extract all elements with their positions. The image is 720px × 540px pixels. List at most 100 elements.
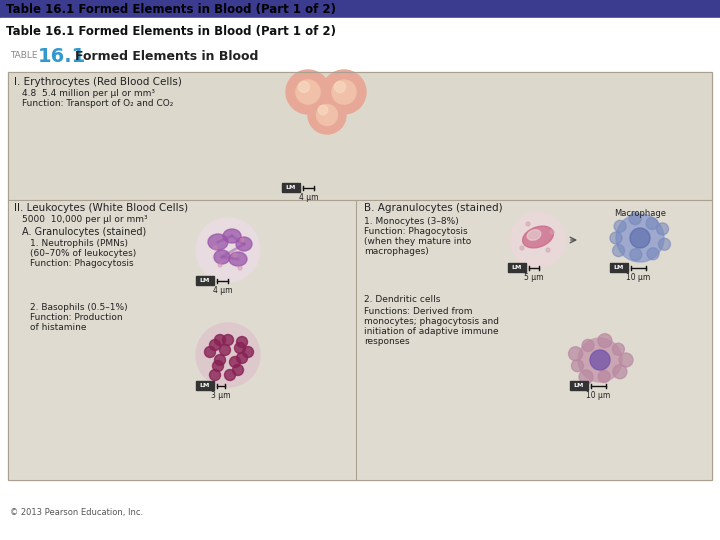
Circle shape xyxy=(322,70,366,114)
Circle shape xyxy=(646,218,658,230)
Circle shape xyxy=(204,347,215,357)
Circle shape xyxy=(220,345,230,355)
Ellipse shape xyxy=(229,252,247,266)
Text: 5 µm: 5 µm xyxy=(524,273,544,282)
Text: LM: LM xyxy=(614,265,624,270)
Text: responses: responses xyxy=(364,338,410,347)
Text: 4 µm: 4 µm xyxy=(299,193,318,202)
Circle shape xyxy=(196,218,260,282)
Text: I. Erythrocytes (Red Blood Cells): I. Erythrocytes (Red Blood Cells) xyxy=(14,77,182,87)
Circle shape xyxy=(598,370,610,382)
Circle shape xyxy=(657,223,668,235)
Circle shape xyxy=(619,353,633,367)
Circle shape xyxy=(286,70,330,114)
Circle shape xyxy=(582,340,594,352)
Bar xyxy=(8,72,712,480)
Circle shape xyxy=(658,238,670,250)
Text: 4 µm: 4 µm xyxy=(212,286,233,295)
Text: Functions: Derived from: Functions: Derived from xyxy=(364,307,472,316)
Circle shape xyxy=(225,369,235,381)
Circle shape xyxy=(526,222,530,226)
Text: 2. Dendritic cells: 2. Dendritic cells xyxy=(364,295,441,305)
Text: LM: LM xyxy=(512,265,522,270)
Circle shape xyxy=(218,263,222,267)
Circle shape xyxy=(546,248,550,252)
Circle shape xyxy=(215,354,225,366)
Circle shape xyxy=(520,246,524,250)
Circle shape xyxy=(233,253,237,257)
Circle shape xyxy=(616,214,664,262)
Circle shape xyxy=(613,364,627,379)
Text: LM: LM xyxy=(286,185,296,190)
Circle shape xyxy=(629,213,641,225)
Bar xyxy=(282,183,300,192)
Bar xyxy=(0,18,720,43)
Ellipse shape xyxy=(208,234,228,250)
Text: B. Agranulocytes (stained): B. Agranulocytes (stained) xyxy=(364,203,503,213)
Bar xyxy=(8,72,712,200)
Circle shape xyxy=(572,360,583,372)
Circle shape xyxy=(210,369,220,381)
Bar xyxy=(196,381,214,390)
Circle shape xyxy=(240,238,244,242)
Text: 2. Basophils (0.5–1%): 2. Basophils (0.5–1%) xyxy=(30,303,127,313)
Circle shape xyxy=(590,350,610,370)
Text: 10 µm: 10 µm xyxy=(626,273,651,282)
Circle shape xyxy=(578,338,622,382)
Text: Function: Production: Function: Production xyxy=(30,314,122,322)
Circle shape xyxy=(550,230,554,234)
Circle shape xyxy=(579,370,593,384)
Circle shape xyxy=(236,336,248,348)
Text: 3 µm: 3 µm xyxy=(211,391,230,400)
Circle shape xyxy=(212,361,223,372)
Text: II. Leukocytes (White Blood Cells): II. Leukocytes (White Blood Cells) xyxy=(14,203,188,213)
Text: Function: Phagocytosis: Function: Phagocytosis xyxy=(364,227,467,237)
Circle shape xyxy=(299,82,310,92)
Bar xyxy=(508,263,526,272)
Ellipse shape xyxy=(223,229,241,243)
Text: LM: LM xyxy=(200,383,210,388)
Text: (60–70% of leukocytes): (60–70% of leukocytes) xyxy=(30,249,136,259)
Bar xyxy=(0,43,720,70)
Text: Formed Elements in Blood: Formed Elements in Blood xyxy=(75,50,258,63)
Bar xyxy=(610,263,628,272)
Bar xyxy=(0,0,720,18)
Circle shape xyxy=(230,356,240,368)
Circle shape xyxy=(318,105,328,115)
Circle shape xyxy=(233,364,243,375)
Text: macrophages): macrophages) xyxy=(364,247,428,256)
Circle shape xyxy=(630,248,642,260)
Circle shape xyxy=(317,105,338,125)
Text: 4.8  5.4 million per µl or mm³: 4.8 5.4 million per µl or mm³ xyxy=(22,90,155,98)
Circle shape xyxy=(236,353,248,363)
Text: LM: LM xyxy=(200,278,210,283)
Circle shape xyxy=(243,347,253,357)
Circle shape xyxy=(213,246,217,250)
Text: (when they mature into: (when they mature into xyxy=(364,238,472,246)
Circle shape xyxy=(614,220,626,232)
Text: Function: Transport of O₂ and CO₂: Function: Transport of O₂ and CO₂ xyxy=(22,99,174,109)
Circle shape xyxy=(613,245,624,256)
Circle shape xyxy=(569,347,582,361)
Text: © 2013 Pearson Education, Inc.: © 2013 Pearson Education, Inc. xyxy=(10,508,143,516)
Text: initiation of adaptive immune: initiation of adaptive immune xyxy=(364,327,499,336)
Text: Table 16.1 Formed Elements in Blood (Part 1 of 2): Table 16.1 Formed Elements in Blood (Par… xyxy=(6,24,336,37)
Ellipse shape xyxy=(214,250,230,264)
Circle shape xyxy=(332,80,356,104)
Circle shape xyxy=(598,334,612,348)
Text: TABLE: TABLE xyxy=(10,51,37,60)
Bar xyxy=(570,381,588,390)
Circle shape xyxy=(238,266,242,270)
Bar xyxy=(8,200,712,480)
Text: 5000  10,000 per µl or mm³: 5000 10,000 per µl or mm³ xyxy=(22,215,148,225)
Text: 10 µm: 10 µm xyxy=(586,391,611,400)
Text: 16.1: 16.1 xyxy=(38,46,86,65)
Text: Function: Phagocytosis: Function: Phagocytosis xyxy=(30,260,134,268)
Circle shape xyxy=(215,334,225,346)
Text: 1. Monocytes (3–8%): 1. Monocytes (3–8%) xyxy=(364,218,459,226)
Circle shape xyxy=(510,212,566,268)
Text: Table 16.1 Formed Elements in Blood (Part 1 of 2): Table 16.1 Formed Elements in Blood (Par… xyxy=(6,3,336,16)
Text: of histamine: of histamine xyxy=(30,323,86,333)
Circle shape xyxy=(308,96,346,134)
Circle shape xyxy=(630,228,650,248)
